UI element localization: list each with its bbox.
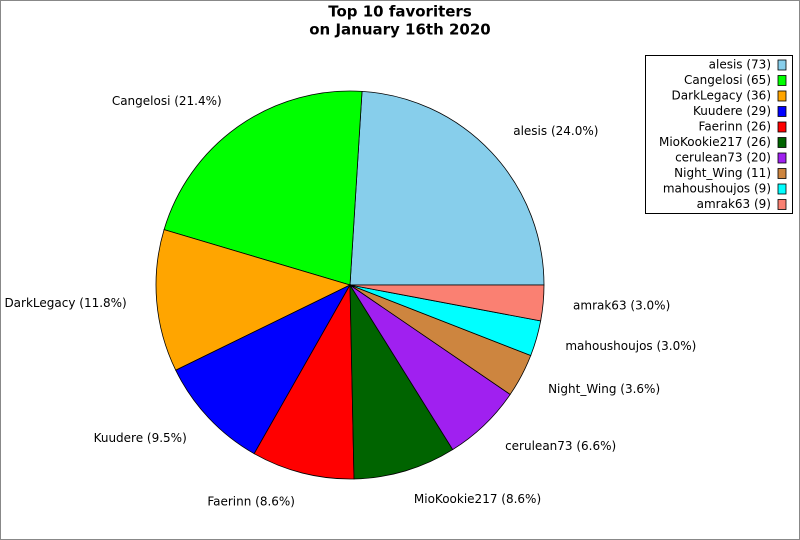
legend-swatch bbox=[777, 75, 787, 86]
legend-swatch bbox=[777, 59, 787, 71]
pie-slice bbox=[349, 284, 545, 322]
legend-label: mahoushoujos (9) bbox=[663, 182, 771, 196]
slice-label: mahoushoujos (3.0%) bbox=[565, 339, 696, 353]
pie-slice bbox=[163, 90, 363, 286]
pie-slice bbox=[349, 90, 545, 286]
legend-swatch bbox=[777, 183, 787, 195]
pie-slice bbox=[175, 284, 351, 455]
legend-label: amrak63 (9) bbox=[697, 197, 771, 211]
slice-label: DarkLegacy (11.8%) bbox=[4, 296, 126, 310]
legend-swatch bbox=[777, 137, 787, 148]
legend-swatch bbox=[777, 168, 787, 179]
pie-slice bbox=[253, 283, 355, 480]
legend-swatch bbox=[777, 199, 787, 210]
pie-slice bbox=[349, 283, 454, 480]
slice-label: alesis (24.0%) bbox=[513, 124, 598, 138]
slice-label: MioKookie217 (8.6%) bbox=[414, 492, 541, 506]
slice-label: Faerinn (8.6%) bbox=[207, 495, 295, 509]
legend-label: Kuudere (29) bbox=[693, 104, 771, 118]
legend-swatch bbox=[777, 106, 787, 117]
legend-label: alesis (73) bbox=[709, 58, 771, 72]
slice-label: Cangelosi (21.4%) bbox=[112, 94, 222, 108]
pie-slice bbox=[155, 229, 352, 371]
slice-label: amrak63 (3.0%) bbox=[573, 298, 670, 312]
legend-label: DarkLegacy (36) bbox=[672, 89, 771, 103]
legend-swatch bbox=[777, 121, 787, 133]
slice-label: cerulean73 (6.6%) bbox=[505, 439, 616, 453]
legend-swatch bbox=[777, 90, 787, 102]
slice-label: Kuudere (9.5%) bbox=[94, 431, 187, 445]
legend-label: MioKookie217 (26) bbox=[659, 135, 771, 149]
legend-label: Faerinn (26) bbox=[699, 120, 771, 134]
legend-label: cerulean73 (20) bbox=[675, 151, 771, 165]
legend-box bbox=[645, 55, 793, 214]
legend-label: Night_Wing (11) bbox=[674, 166, 771, 180]
chart-title: on January 16th 2020 bbox=[309, 21, 490, 39]
legend-swatch bbox=[777, 152, 787, 164]
legend-label: Cangelosi (65) bbox=[684, 73, 771, 87]
chart-title: Top 10 favoriters bbox=[328, 3, 472, 21]
slice-label: Night_Wing (3.6%) bbox=[548, 382, 660, 396]
